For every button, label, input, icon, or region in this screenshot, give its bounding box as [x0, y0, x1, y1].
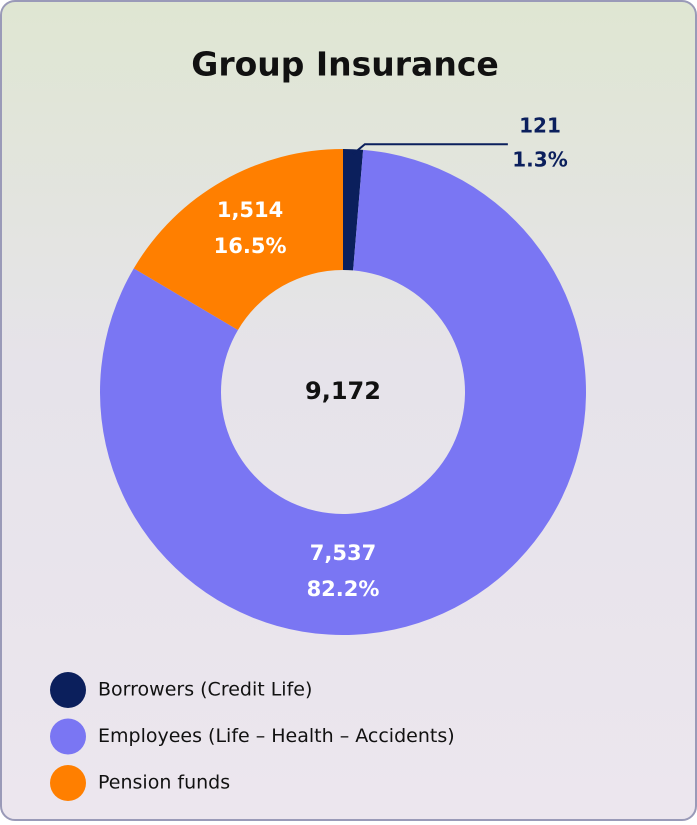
value-label: 121: [519, 114, 561, 138]
legend-swatch: [50, 672, 86, 708]
value-label: 1,514: [217, 198, 283, 222]
chart: Group Insurance 121 1.3% 7,537 82.2% 1,514 16…: [0, 0, 697, 821]
legend-label: Borrowers (Credit Life): [98, 679, 312, 701]
total-label: 9,172: [305, 377, 381, 405]
chart-title: Group Insurance: [191, 45, 499, 84]
legend-label: Pension funds: [98, 772, 230, 794]
value-label: 7,537: [310, 541, 376, 565]
percent-label: 82.2%: [307, 577, 380, 601]
legend-swatch: [50, 719, 86, 755]
percent-label: 1.3%: [512, 148, 567, 172]
legend-swatch: [50, 765, 86, 801]
legend-label: Employees (Life – Health – Accidents): [98, 725, 455, 747]
percent-label: 16.5%: [214, 234, 287, 258]
